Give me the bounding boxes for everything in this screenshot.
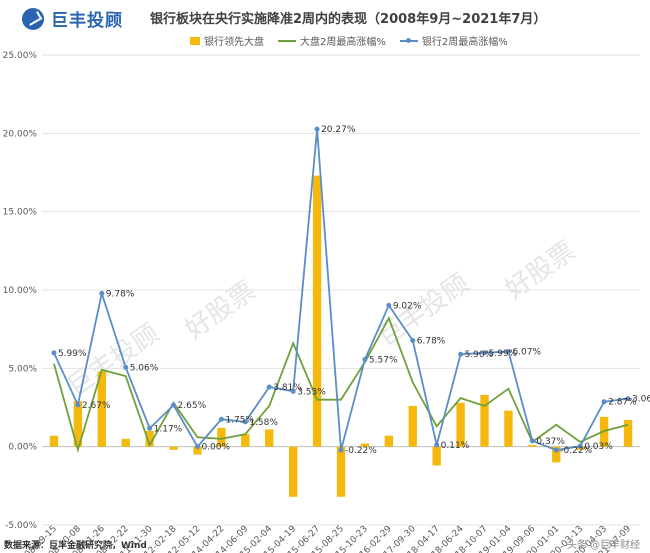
- bar: [456, 402, 465, 447]
- bank-point: [410, 337, 416, 343]
- data-label: 0.00%: [201, 443, 230, 453]
- legend-bar-label: 银行领先大盘: [204, 37, 264, 48]
- legend-blue-label: 银行2周最高涨幅%: [421, 37, 508, 48]
- bar: [480, 394, 489, 447]
- data-label: 9.02%: [393, 301, 422, 311]
- data-label: 5.99%: [489, 349, 518, 359]
- bar: [360, 443, 370, 447]
- legend: 银行领先大盘 大盘2周最高涨幅% 银行2周最高涨幅%: [190, 33, 508, 48]
- y-tick-label: 15.00%: [3, 208, 38, 218]
- y-tick-label: 5.00%: [8, 364, 37, 374]
- bar: [432, 446, 441, 466]
- bank-point: [266, 384, 272, 390]
- bar: [217, 427, 226, 447]
- data-label: 0.03%: [584, 442, 613, 452]
- bank-point: [75, 402, 81, 408]
- market-line: [53, 316, 629, 454]
- data-label: 1.58%: [249, 418, 278, 428]
- data-label: 2.87%: [608, 398, 637, 408]
- bar: [384, 435, 394, 447]
- bar: [97, 371, 106, 447]
- bar: [336, 446, 346, 497]
- data-label: -0.22%: [560, 446, 592, 456]
- footer-watermark: 头条 @巨丰财经: [566, 540, 640, 551]
- bar: [504, 410, 513, 447]
- bank-point: [290, 388, 296, 394]
- data-label: 2.65%: [178, 401, 207, 411]
- bar: [288, 446, 298, 497]
- bar: [169, 446, 178, 450]
- data-label: 2.67%: [82, 401, 111, 411]
- bar: [265, 429, 274, 447]
- bar: [408, 405, 417, 447]
- bar: [312, 175, 322, 447]
- bank-point: [218, 416, 224, 422]
- bank-point: [553, 447, 559, 453]
- bank-point: [434, 442, 440, 448]
- data-label: 9.78%: [106, 289, 135, 299]
- data-label: 1.17%: [154, 424, 183, 434]
- y-tick-label: 0.00%: [8, 443, 37, 453]
- bar: [49, 435, 59, 447]
- bank-point: [625, 396, 631, 402]
- data-label: -0.22%: [345, 446, 377, 456]
- bank-point: [51, 350, 57, 356]
- bank-point: [242, 419, 248, 425]
- bank-point: [194, 444, 200, 450]
- data-label: 5.57%: [369, 355, 398, 365]
- data-label: 5.90%: [465, 350, 494, 360]
- bank-point: [577, 443, 583, 449]
- legend-green-swatch: [278, 39, 296, 42]
- bar: [121, 438, 130, 447]
- logo-text: 巨丰投顾: [51, 11, 123, 31]
- bank-point: [386, 302, 392, 308]
- data-label: 0.37%: [536, 437, 565, 447]
- legend-green-label: 大盘2周最高涨幅%: [300, 37, 386, 48]
- y-tick-label: -5.00%: [5, 521, 37, 531]
- legend-item-green: 大盘2周最高涨幅%: [278, 33, 386, 48]
- legend-blue-swatch: [399, 37, 418, 43]
- bank-point: [314, 126, 320, 132]
- bank-point: [147, 425, 153, 431]
- legend-item-bar: 银行领先大盘: [190, 33, 264, 48]
- y-tick-label: 25.00%: [3, 51, 38, 61]
- bar: [241, 434, 250, 447]
- legend-item-blue: 银行2周最高涨幅%: [399, 33, 508, 48]
- bank-point: [171, 402, 177, 408]
- bar: [528, 445, 537, 447]
- data-label: 3.81%: [273, 383, 302, 393]
- data-label: 20.27%: [321, 125, 356, 135]
- bar: [193, 446, 202, 455]
- data-label: 5.06%: [130, 363, 159, 373]
- bar: [552, 446, 561, 463]
- bar: [623, 420, 633, 447]
- y-tick-label: 10.00%: [3, 286, 38, 296]
- legend-bar-swatch: [190, 36, 200, 45]
- bank-point: [482, 350, 488, 356]
- bank-point: [99, 290, 105, 296]
- data-label: 1.75%: [225, 415, 254, 425]
- bank-point: [123, 364, 129, 370]
- bank-point: [529, 438, 535, 444]
- logo: 巨丰投顾: [22, 6, 123, 31]
- bank-point: [338, 447, 344, 453]
- bar: [145, 431, 154, 447]
- data-label: 3.53%: [297, 387, 326, 397]
- data-label: 3.06%: [632, 395, 650, 405]
- data-label: 6.78%: [417, 336, 446, 346]
- data-label: 0.11%: [441, 441, 470, 451]
- bar: [73, 401, 83, 447]
- data-label: 5.99%: [58, 349, 87, 359]
- logo-icon: [22, 7, 44, 30]
- bank-point: [505, 349, 511, 355]
- chart-title: 银行板块在央行实施降准2周内的表现（2008年9月~2021年7月）: [150, 12, 547, 27]
- header: 巨丰投顾 银行板块在央行实施降准2周内的表现（2008年9月~2021年7月）: [0, 0, 650, 34]
- data-label: 6.07%: [512, 348, 541, 358]
- y-tick-label: 20.00%: [3, 129, 38, 139]
- bank-point: [362, 356, 368, 362]
- data-source: 数据来源：巨丰金融研究院，Wind: [4, 541, 147, 551]
- bank-point: [601, 399, 607, 405]
- bank-point: [458, 351, 464, 357]
